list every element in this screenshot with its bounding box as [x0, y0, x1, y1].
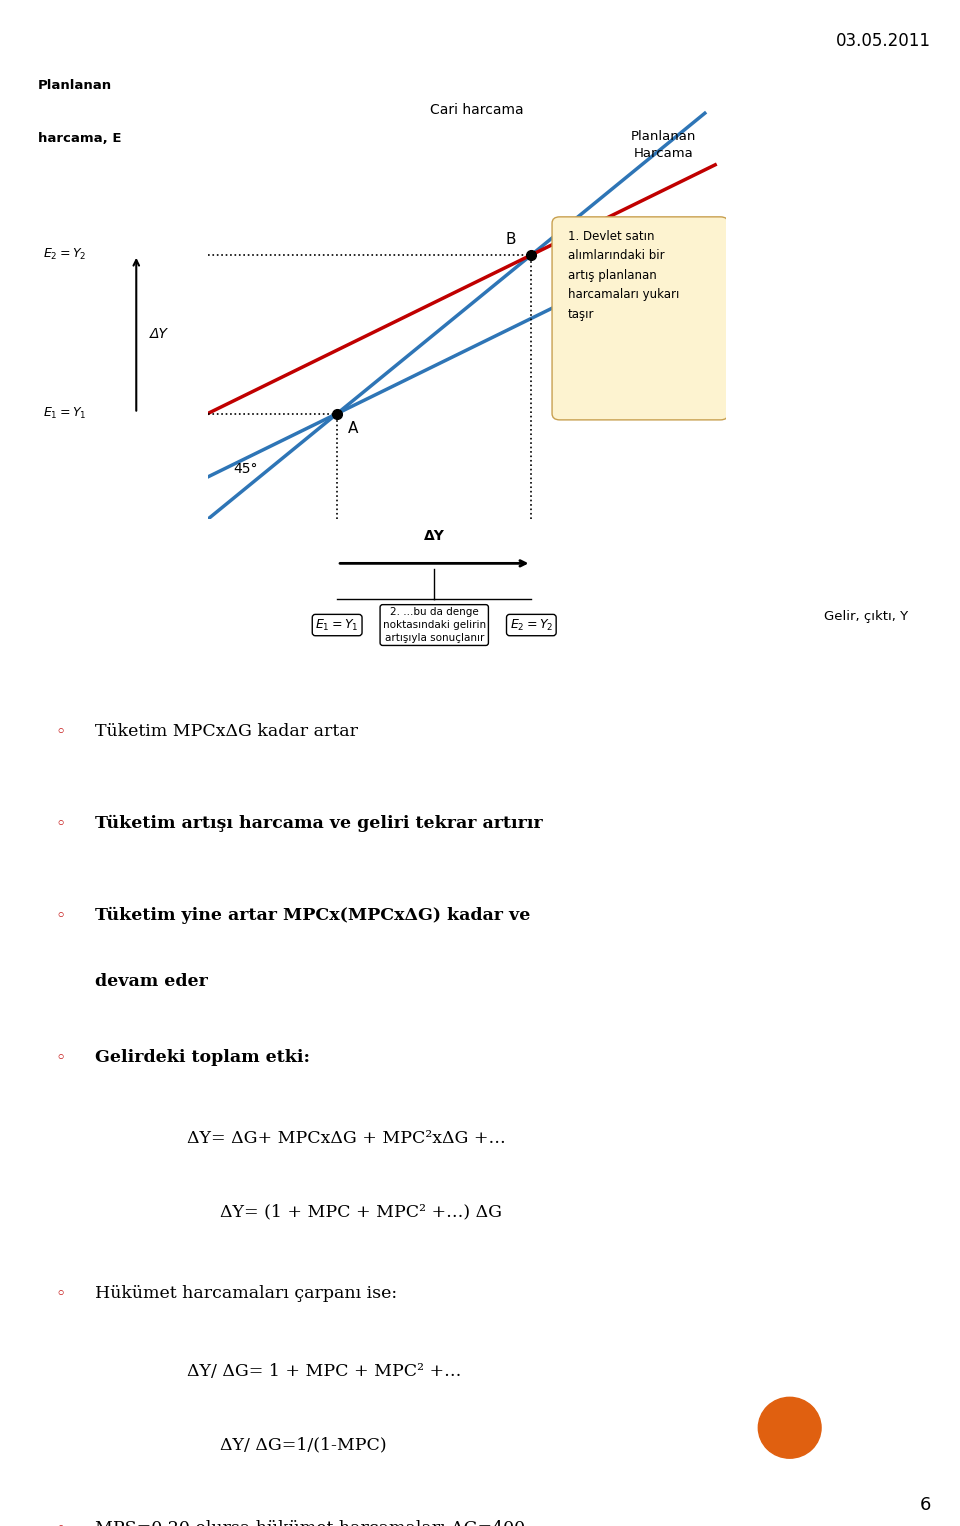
Text: A: A	[348, 421, 358, 435]
Text: ◦: ◦	[55, 1285, 65, 1303]
Text: ΔG: ΔG	[599, 250, 621, 264]
Text: 2. ...bu da denge
noktasındaki gelirin
artışıyla sonuçlanır: 2. ...bu da denge noktasındaki gelirin a…	[383, 607, 486, 642]
Text: $E_2 = Y_2$: $E_2 = Y_2$	[42, 247, 86, 262]
Text: ◦: ◦	[55, 906, 65, 925]
Text: 1. Devlet satın
alımlarındaki bir
artış planlanan
harcamaları yukarı
taşır: 1. Devlet satın alımlarındaki bir artış …	[567, 229, 679, 320]
Text: Gelirdeki toplam etki:: Gelirdeki toplam etki:	[94, 1048, 309, 1065]
Text: Hükümet harcamaları çarpanı ise:: Hükümet harcamaları çarpanı ise:	[94, 1285, 396, 1302]
Text: $E_2 = Y_2$: $E_2 = Y_2$	[510, 618, 553, 633]
Text: Cari harcama: Cari harcama	[430, 104, 524, 118]
Text: 03.05.2011: 03.05.2011	[836, 32, 931, 50]
Text: Planlanan
Harcama: Planlanan Harcama	[631, 130, 696, 160]
Text: Tüketim artışı harcama ve geliri tekrar artırır: Tüketim artışı harcama ve geliri tekrar …	[94, 815, 542, 832]
Text: ΔY/ ΔG=1/(1-MPC): ΔY/ ΔG=1/(1-MPC)	[220, 1437, 387, 1454]
Text: 6: 6	[920, 1495, 931, 1514]
Text: Planlanan: Planlanan	[38, 79, 112, 92]
Text: ΔY/ ΔG= 1 + MPC + MPC² +…: ΔY/ ΔG= 1 + MPC + MPC² +…	[187, 1363, 462, 1380]
Text: ΔY= ΔG+ MPCxΔG + MPC²xΔG +…: ΔY= ΔG+ MPCxΔG + MPC²xΔG +…	[187, 1129, 506, 1148]
Text: ◦: ◦	[55, 815, 65, 833]
Text: B: B	[506, 232, 516, 247]
Text: Tüketim MPCxΔG kadar artar: Tüketim MPCxΔG kadar artar	[94, 723, 357, 740]
Text: 45°: 45°	[233, 462, 258, 476]
Text: Gelir, çıktı, Y: Gelir, çıktı, Y	[825, 610, 908, 623]
Text: ◦: ◦	[55, 1520, 65, 1526]
FancyBboxPatch shape	[552, 217, 728, 420]
Text: ΔY: ΔY	[150, 327, 168, 342]
Text: harcama, E: harcama, E	[38, 131, 122, 145]
Circle shape	[758, 1398, 821, 1459]
Text: Tüketim yine artar MPCx(MPCxΔG) kadar ve: Tüketim yine artar MPCx(MPCxΔG) kadar ve	[94, 906, 530, 925]
Text: MPS=0,20 olursa hükümet harcamaları ΔG=400: MPS=0,20 olursa hükümet harcamaları ΔG=4…	[94, 1520, 525, 1526]
Text: $E_1 = Y_1$: $E_1 = Y_1$	[42, 406, 86, 421]
Text: $E_1 = Y_1$: $E_1 = Y_1$	[316, 618, 359, 633]
Text: devam eder: devam eder	[94, 974, 207, 990]
Text: ΔY: ΔY	[423, 530, 444, 543]
Text: ◦: ◦	[55, 1048, 65, 1067]
Text: ◦: ◦	[55, 723, 65, 740]
Text: ΔY= (1 + MPC + MPC² +…) ΔG: ΔY= (1 + MPC + MPC² +…) ΔG	[220, 1204, 502, 1221]
